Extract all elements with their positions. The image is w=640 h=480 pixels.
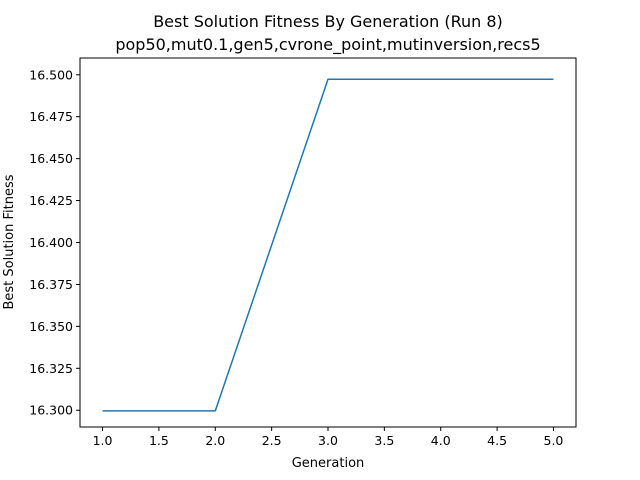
- chart-title: Best Solution Fitness By Generation (Run…: [153, 12, 503, 31]
- y-tick-label: 16.425: [29, 193, 73, 208]
- y-tick-label: 16.350: [29, 319, 73, 334]
- y-axis-ticks: 16.300 16.325 16.350 16.375 16.400 16.425 16.4…: [29, 67, 80, 418]
- y-axis-label: Best Solution Fitness: [2, 174, 17, 309]
- series-line: [102, 78, 554, 412]
- y-tick-label: 16.325: [29, 361, 73, 376]
- y-tick-label: 16.400: [29, 235, 73, 250]
- x-tick-label: 1.5: [149, 433, 169, 448]
- y-tick-label: 16.300: [29, 403, 73, 418]
- chart-subtitle: pop50,mut0.1,gen5,cvrone_point,mutinvers…: [115, 35, 540, 55]
- x-tick-label: 5.0: [544, 433, 564, 448]
- x-tick-label: 4.5: [487, 433, 507, 448]
- series-layer: [102, 78, 554, 412]
- x-tick-label: 3.0: [318, 433, 338, 448]
- plot-frame: [79, 57, 577, 428]
- x-tick-label: 3.5: [374, 433, 394, 448]
- x-tick-label: 1.0: [93, 433, 113, 448]
- x-tick-label: 2.5: [262, 433, 282, 448]
- y-tick-label: 16.450: [29, 151, 73, 166]
- y-tick-label: 16.375: [29, 277, 73, 292]
- x-axis-label: Generation: [292, 456, 365, 471]
- y-tick-label: 16.475: [29, 109, 73, 124]
- y-tick-label: 16.500: [29, 67, 73, 82]
- x-tick-label: 2.0: [205, 433, 225, 448]
- x-axis-ticks: 1.0 1.5 2.0 2.5 3.0 3.5 4.0 4.5 5.0: [93, 427, 564, 448]
- x-tick-label: 4.0: [431, 433, 451, 448]
